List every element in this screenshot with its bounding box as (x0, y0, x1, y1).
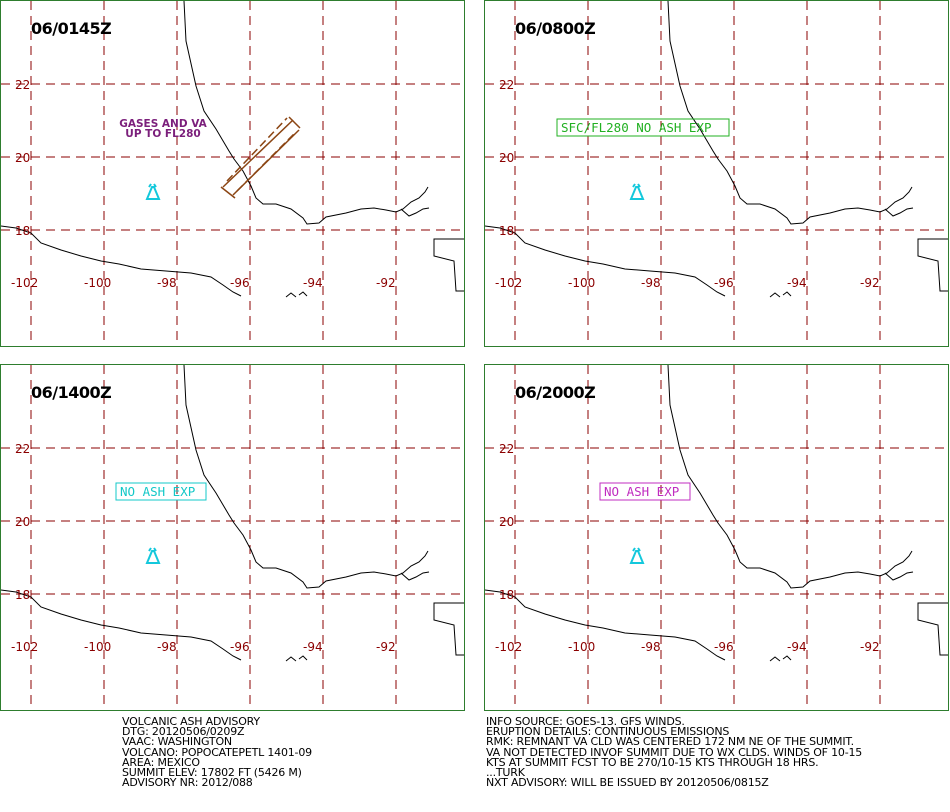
advisory-number: ADVISORY NR: 2012/088 (122, 776, 253, 790)
lon-label--94: -94 (787, 276, 807, 290)
panel-time-label: 06/2000Z (515, 383, 596, 402)
coastline (485, 365, 914, 661)
advisory-vaac: VAAC: WASHINGTON (122, 735, 232, 749)
ash-label-box (556, 118, 730, 137)
volcano-icon (629, 183, 645, 200)
map-canvas: 22 20 18 -102 -100 -98 -96 -94 -92 NO ASH EXP (485, 365, 948, 710)
advisory-area: AREA: MEXICO (122, 755, 200, 769)
advisory-next: NXT ADVISORY: WILL BE ISSUED BY 20120506… (486, 776, 769, 790)
coastline (1, 1, 430, 297)
island-marks (285, 291, 308, 298)
ash-label-text-0: GASES AND VA (119, 118, 207, 130)
lon-label--100: -100 (84, 276, 111, 290)
lon-label--92: -92 (860, 640, 880, 654)
lon-label--102: -102 (11, 276, 38, 290)
ash-label-text: SFC/FL280 NO ASH EXP (561, 120, 712, 135)
lon-label--96: -96 (230, 640, 250, 654)
advisory-volcano: VOLCANO: POPOCATEPETL 1401-09 (122, 745, 312, 759)
forecast-panel-1400z: 22 20 18 -102 -100 -98 -96 -94 -92 NO ASH EXP 06/1… (0, 364, 465, 711)
border-line (917, 238, 948, 292)
volcano-icon (629, 547, 645, 564)
advisory-remarks-block: INFO SOURCE: GOES-13. GFS WINDS. ERUPTIO… (486, 715, 863, 790)
ash-label-box (599, 482, 691, 501)
lon-label--98: -98 (157, 276, 177, 290)
ash-cloud-polygon (220, 116, 301, 199)
lon-label--100: -100 (568, 276, 595, 290)
advisory-remark-line-1: RMK: REMNANT VA CLD WAS CENTERED 172 NM … (486, 735, 854, 749)
lat-label-20: 20 (499, 515, 514, 529)
ash-label-box (115, 482, 207, 501)
ash-label-text-1: UP TO FL280 (125, 128, 200, 140)
lon-label--94: -94 (303, 276, 323, 290)
lat-label-20: 20 (15, 151, 30, 165)
forecast-panel-0800z: 22 20 18 -102 -100 -98 -96 -94 -92 SFC/FL280 NO A… (484, 0, 949, 347)
advisory-title: VOLCANIC ASH ADVISORY (122, 715, 260, 728)
advisory-summit-elev: SUMMIT ELEV: 17802 FT (5426 M) (122, 766, 302, 780)
map-canvas: 22 20 18 -102 -100 -98 -96 -94 -92 SFC/FL280 NO A… (485, 1, 948, 346)
lon-label--102: -102 (495, 276, 522, 290)
volcano-icon (145, 183, 161, 200)
lat-label-22: 22 (499, 78, 514, 92)
panel-time-label: 06/0145Z (31, 19, 112, 38)
lon-label--102: -102 (11, 640, 38, 654)
lon-label--98: -98 (641, 640, 661, 654)
lat-lon-grid (1, 365, 464, 710)
forecast-panel-2000z: 22 20 18 -102 -100 -98 -96 -94 -92 NO ASH EXP 06/2… (484, 364, 949, 711)
lon-label--102: -102 (495, 640, 522, 654)
lon-label--94: -94 (303, 640, 323, 654)
lon-label--100: -100 (84, 640, 111, 654)
volcano-icon (145, 547, 161, 564)
lat-lon-grid (485, 365, 948, 710)
panel-time-label: 06/1400Z (31, 383, 112, 402)
lat-label-18: 18 (499, 224, 514, 238)
lon-label--98: -98 (157, 640, 177, 654)
ash-label-text: NO ASH EXP (120, 484, 195, 499)
advisory-dtg: DTG: 20120506/0209Z (122, 725, 245, 739)
island-marks (769, 291, 792, 298)
island-marks (769, 655, 792, 662)
lat-label-18: 18 (499, 588, 514, 602)
panel-time-label: 06/0800Z (515, 19, 596, 38)
lon-label--92: -92 (860, 276, 880, 290)
coastline (485, 1, 914, 297)
lon-label--94: -94 (787, 640, 807, 654)
island-marks (285, 655, 308, 662)
advisory-info-source: INFO SOURCE: GOES-13. GFS WINDS. (486, 715, 685, 728)
lat-label-18: 18 (15, 588, 30, 602)
lat-label-18: 18 (15, 224, 30, 238)
lat-label-22: 22 (15, 78, 30, 92)
lat-lon-grid (485, 1, 948, 346)
advisory-header-block: VOLCANIC ASH ADVISORY DTG: 20120506/0209… (122, 715, 312, 790)
lon-label--100: -100 (568, 640, 595, 654)
lat-label-20: 20 (15, 515, 30, 529)
lon-label--98: -98 (641, 276, 661, 290)
lat-label-20: 20 (499, 151, 514, 165)
border-line (433, 602, 464, 656)
advisory-remark-line-3: KTS AT SUMMIT FCST TO BE 270/10-15 KTS T… (486, 755, 819, 769)
lat-lon-grid (1, 1, 464, 346)
ash-label-text: NO ASH EXP (604, 484, 679, 499)
lon-label--96: -96 (230, 276, 250, 290)
advisory-signature: ...TURK (486, 766, 525, 780)
lon-label--92: -92 (376, 276, 396, 290)
lat-label-22: 22 (15, 442, 30, 456)
border-line (433, 238, 464, 292)
map-canvas: 22 20 18 -102 -100 -98 -96 -94 -92 GASES AND VAUP… (1, 1, 464, 346)
forecast-panel-0145z: 22 20 18 -102 -100 -98 -96 -94 -92 GASES AND VA UP… (0, 0, 465, 347)
advisory-remark-line-2: VA NOT DETECTED INVOF SUMMIT DUE TO WX C… (486, 745, 863, 759)
lon-label--92: -92 (376, 640, 396, 654)
lat-label-22: 22 (499, 442, 514, 456)
lon-label--96: -96 (714, 640, 734, 654)
advisory-eruption-details: ERUPTION DETAILS: CONTINUOUS EMISSIONS (486, 725, 730, 739)
border-line (917, 602, 948, 656)
map-canvas: 22 20 18 -102 -100 -98 -96 -94 -92 NO ASH EXP (1, 365, 464, 710)
lon-label--96: -96 (714, 276, 734, 290)
coastline (1, 365, 430, 661)
